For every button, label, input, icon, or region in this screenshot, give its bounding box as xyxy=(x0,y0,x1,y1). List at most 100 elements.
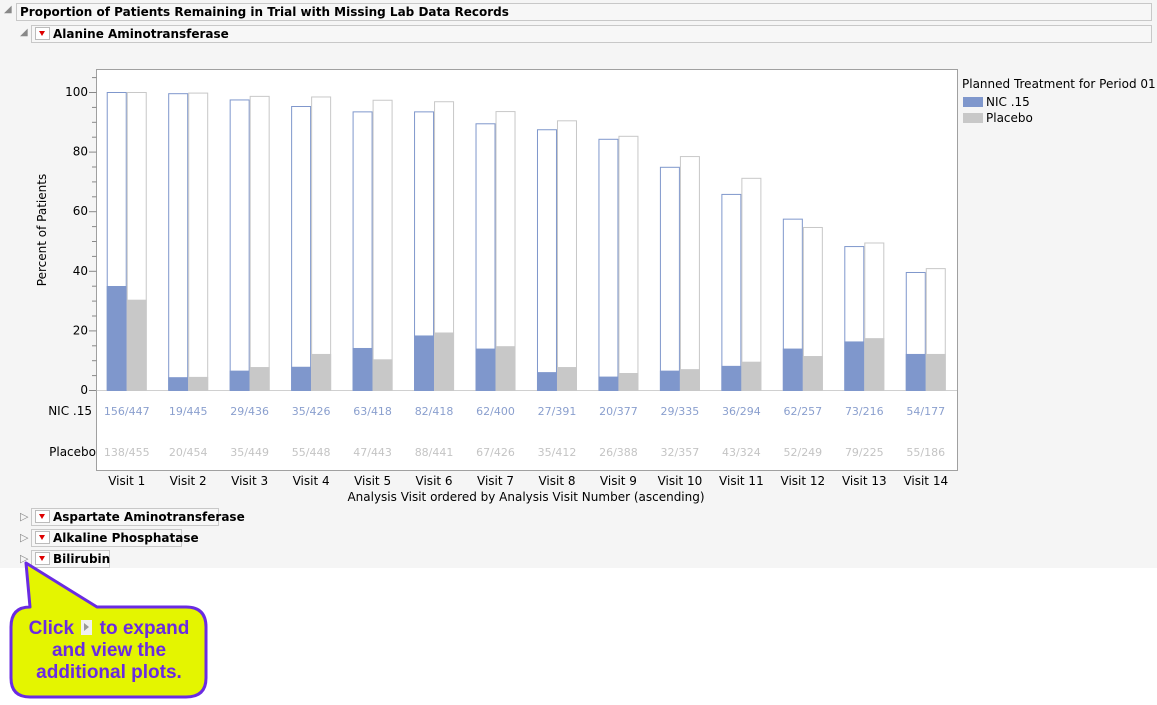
bar-missing-placebo xyxy=(618,373,639,390)
report-title: Proportion of Patients Remaining in Tria… xyxy=(20,5,509,19)
bar-remaining-nic xyxy=(352,111,373,392)
collapse-triangle-icon[interactable]: ◢ xyxy=(20,27,28,38)
bar-missing-nic xyxy=(721,365,742,390)
section-label: Aspartate Aminotransferase xyxy=(53,510,245,524)
count-label: 26/388 xyxy=(599,446,638,459)
count-label: 43/324 xyxy=(722,446,761,459)
count-label: 55/186 xyxy=(906,446,945,459)
bar-missing-placebo xyxy=(556,367,577,390)
bar-missing-nic xyxy=(168,377,189,390)
section-alanine-aminotransferase[interactable]: Alanine Aminotransferase xyxy=(31,25,1152,43)
bar-remaining-nic xyxy=(168,93,189,392)
bar-missing-nic xyxy=(229,370,250,390)
bar-missing-nic xyxy=(905,353,926,390)
y-tick-label: 20 xyxy=(73,323,88,337)
count-label: 138/455 xyxy=(104,446,150,459)
red-triangle-menu-icon[interactable] xyxy=(35,510,50,523)
bar-missing-nic xyxy=(106,285,127,390)
bar-missing-placebo xyxy=(741,361,762,390)
y-axis-label: Percent of Patients xyxy=(35,174,49,286)
bar-remaining-placebo xyxy=(556,120,577,391)
red-triangle-menu-icon[interactable] xyxy=(35,552,50,565)
bar-remaining-placebo xyxy=(311,96,332,391)
count-label: 35/412 xyxy=(538,446,577,459)
count-label: 55/448 xyxy=(292,446,331,459)
bar-missing-nic xyxy=(414,335,435,390)
bar-remaining-nic xyxy=(414,111,435,392)
bar-missing-nic xyxy=(475,348,496,390)
callout-text-after: to expand and view the additional plots. xyxy=(36,618,190,683)
red-triangle-menu-icon[interactable] xyxy=(35,27,50,40)
section-label: Alanine Aminotransferase xyxy=(53,27,229,41)
bar-missing-placebo xyxy=(372,359,393,390)
x-tick-label: Visit 11 xyxy=(719,474,764,488)
count-label: 156/447 xyxy=(104,405,150,418)
bar-remaining-placebo xyxy=(188,92,209,391)
bar-missing-nic xyxy=(352,347,373,390)
bar-missing-placebo xyxy=(311,353,332,390)
section-alkaline-phosphatase[interactable]: Alkaline Phosphatase xyxy=(31,529,199,547)
count-label: 67/426 xyxy=(476,446,515,459)
bar-missing-placebo xyxy=(188,376,209,390)
collapse-triangle-icon[interactable]: ◢ xyxy=(4,4,12,15)
bar-missing-placebo xyxy=(679,369,700,390)
bar-remaining-nic xyxy=(536,129,557,391)
report-title-bar[interactable]: Proportion of Patients Remaining in Tria… xyxy=(16,3,1152,21)
x-tick-label: Visit 4 xyxy=(293,474,330,488)
x-tick-label: Visit 12 xyxy=(781,474,826,488)
count-label: 63/418 xyxy=(353,405,392,418)
bar-missing-nic xyxy=(659,370,680,390)
bar-remaining-placebo xyxy=(372,99,393,392)
plot-frame xyxy=(96,69,958,471)
section-label: Alkaline Phosphatase xyxy=(53,531,199,545)
expand-triangle-icon[interactable]: ▷ xyxy=(20,510,29,523)
x-tick-label: Visit 5 xyxy=(354,474,391,488)
bar-remaining-placebo xyxy=(495,111,516,392)
count-label: 88/441 xyxy=(415,446,454,459)
section-aspartate-aminotransferase[interactable]: Aspartate Aminotransferase xyxy=(31,508,245,526)
count-label: 32/357 xyxy=(661,446,700,459)
count-label: 62/257 xyxy=(783,405,822,418)
count-label: 29/436 xyxy=(230,405,269,418)
bar-remaining-placebo xyxy=(249,95,270,392)
bar-remaining-placebo xyxy=(434,101,455,391)
y-tick-label: 40 xyxy=(73,264,88,278)
bar-missing-nic xyxy=(844,341,865,390)
bar-missing-placebo xyxy=(249,367,270,390)
bar-remaining-placebo xyxy=(618,135,639,391)
bar-remaining-placebo xyxy=(679,156,700,391)
count-label: 20/377 xyxy=(599,405,638,418)
count-label: 19/445 xyxy=(169,405,208,418)
count-label: 20/454 xyxy=(169,446,208,459)
x-tick-label: Visit 2 xyxy=(170,474,207,488)
bar-remaining-nic xyxy=(475,123,496,391)
count-label: 29/335 xyxy=(661,405,700,418)
callout-text: Click to expand and view the additional … xyxy=(14,618,204,684)
bar-remaining-nic xyxy=(291,106,312,391)
expand-triangle-icon[interactable]: ▷ xyxy=(20,552,29,565)
bar-remaining-nic xyxy=(782,218,803,391)
bar-remaining-nic xyxy=(229,99,250,391)
count-label: 54/177 xyxy=(906,405,945,418)
row-label-placebo: Placebo xyxy=(49,445,96,459)
bar-missing-nic xyxy=(291,366,312,390)
count-label: 79/225 xyxy=(845,446,884,459)
x-tick-label: Visit 8 xyxy=(538,474,575,488)
count-label: 36/294 xyxy=(722,405,761,418)
legend-label-placebo: Placebo xyxy=(986,111,1033,125)
report-area: ◢ Proportion of Patients Remaining in Tr… xyxy=(4,3,1156,568)
bar-missing-placebo xyxy=(495,346,516,390)
red-triangle-menu-icon[interactable] xyxy=(35,531,50,544)
section-bilirubin[interactable]: Bilirubin xyxy=(31,550,110,568)
section-label: Bilirubin xyxy=(53,552,111,566)
bar-missing-placebo xyxy=(925,353,946,390)
count-label: 62/400 xyxy=(476,405,515,418)
bar-missing-placebo xyxy=(434,332,455,390)
bar-remaining-nic xyxy=(721,193,742,391)
legend-swatch-placebo xyxy=(963,113,983,123)
bar-remaining-placebo xyxy=(741,177,762,391)
bar-missing-placebo xyxy=(802,356,823,390)
bar-remaining-nic xyxy=(659,166,680,391)
expand-triangle-icon[interactable]: ▷ xyxy=(20,531,29,544)
bar-missing-placebo xyxy=(126,299,147,390)
